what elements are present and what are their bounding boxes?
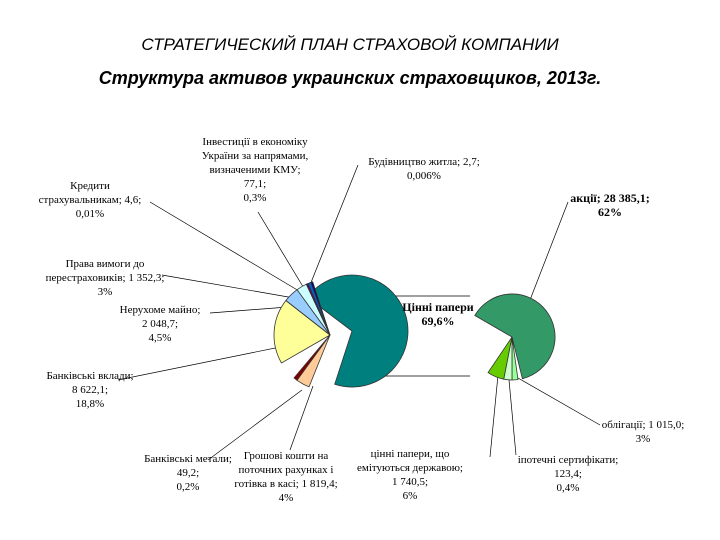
label-нерухоме-майно: Нерухоме майно; 2 048,7; 4,5% xyxy=(120,304,201,344)
label-кредити-страхувальникам: Кредити страхувальникам; 4,6; 0,01% xyxy=(39,180,142,220)
leader-будівництво-житла xyxy=(307,164,359,291)
label-акції: акції; 28 385,1; 62% xyxy=(570,191,650,219)
leader-кредити-страхувальникам xyxy=(149,201,305,295)
label-права-вимоги-до-перестраховиків: Права вимоги до перестраховиків; 1 352,3;… xyxy=(46,258,165,298)
leader-права-вимоги-до-перестраховиків xyxy=(161,274,295,299)
label-банківські-метали: Банківські метали; 49,2; 0,2% xyxy=(144,453,232,493)
leader-банківські-метали xyxy=(207,389,303,461)
slice-акції xyxy=(474,293,556,380)
page-title: СТРАТЕГИЧЕСКИЙ ПЛАН СТРАХОВОЙ КОМПАНИИ xyxy=(141,35,559,54)
label-цінні-папери: Цінні папери 69,6% xyxy=(402,300,474,328)
slice-облігації xyxy=(503,336,513,381)
slice-грошові-кошти xyxy=(296,334,331,388)
slice-банківські-вклади xyxy=(273,299,331,364)
label-іпотечні-сертифікати: іпотечні сертифікати; 123,4; 0,4% xyxy=(518,454,619,494)
slice-labels: Цінні папери 69,6% Банківські вклади; 8 622… xyxy=(39,136,685,504)
leader-банківські-вклади xyxy=(117,344,291,381)
leader-нерухоме-майно xyxy=(209,306,289,314)
slice-будівництво-житла xyxy=(310,281,331,336)
label-банківські-вклади: Банківські вклади; 8 622,1; 18,8% xyxy=(46,370,133,410)
leader-іпотечні-сертифікати xyxy=(508,379,517,456)
label-цінні-папери-що-емітуються-державою: цінні папери, що емітуються державою; 1 74… xyxy=(357,448,463,502)
leader-інвестиції-в-економіку-україни xyxy=(257,211,306,291)
leader-облігації xyxy=(517,377,601,426)
securities-pie xyxy=(474,293,556,381)
label-будівництво-житла: Будівництво житла; 2,7; 0,006% xyxy=(368,156,480,182)
leader-грошові-кошти xyxy=(289,385,314,451)
leader-цінні-папери-що-емітуються-державою xyxy=(489,374,499,458)
leader-lines xyxy=(117,164,601,461)
leader-акції xyxy=(529,201,569,301)
main-pie xyxy=(273,274,409,388)
label-інвестиції-в-економіку-україни: Інвестиції в економіку України за напряма… xyxy=(202,136,309,204)
chart-subtitle: Структура активов украинских страховщико… xyxy=(98,68,602,88)
label-облігації: облігації; 1 015,0; 3% xyxy=(602,419,685,445)
label-грошові-кошти: Грошові кошти на поточних рахунках і готів… xyxy=(234,450,337,504)
slice-цінні-папери xyxy=(306,274,409,388)
